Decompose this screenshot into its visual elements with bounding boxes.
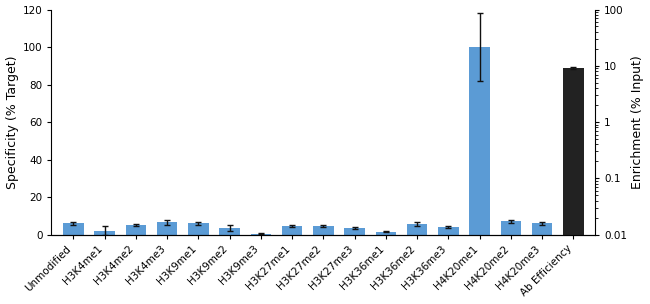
Bar (407, 224, 427, 234)
Bar (469, 47, 490, 234)
Bar (438, 227, 458, 234)
Bar (376, 232, 396, 234)
Bar (188, 223, 209, 234)
Bar (313, 226, 333, 234)
Bar (532, 223, 552, 234)
Bar (63, 223, 84, 234)
Bar (282, 226, 302, 234)
Bar (344, 228, 365, 234)
Bar (500, 221, 521, 234)
Bar (251, 233, 271, 234)
Bar (94, 231, 115, 234)
Bar (220, 228, 240, 234)
Y-axis label: Specificity (% Target): Specificity (% Target) (6, 55, 19, 189)
Bar (125, 225, 146, 234)
Y-axis label: Enrichment (% Input): Enrichment (% Input) (631, 55, 644, 189)
Bar (157, 222, 177, 234)
Bar (563, 68, 584, 304)
